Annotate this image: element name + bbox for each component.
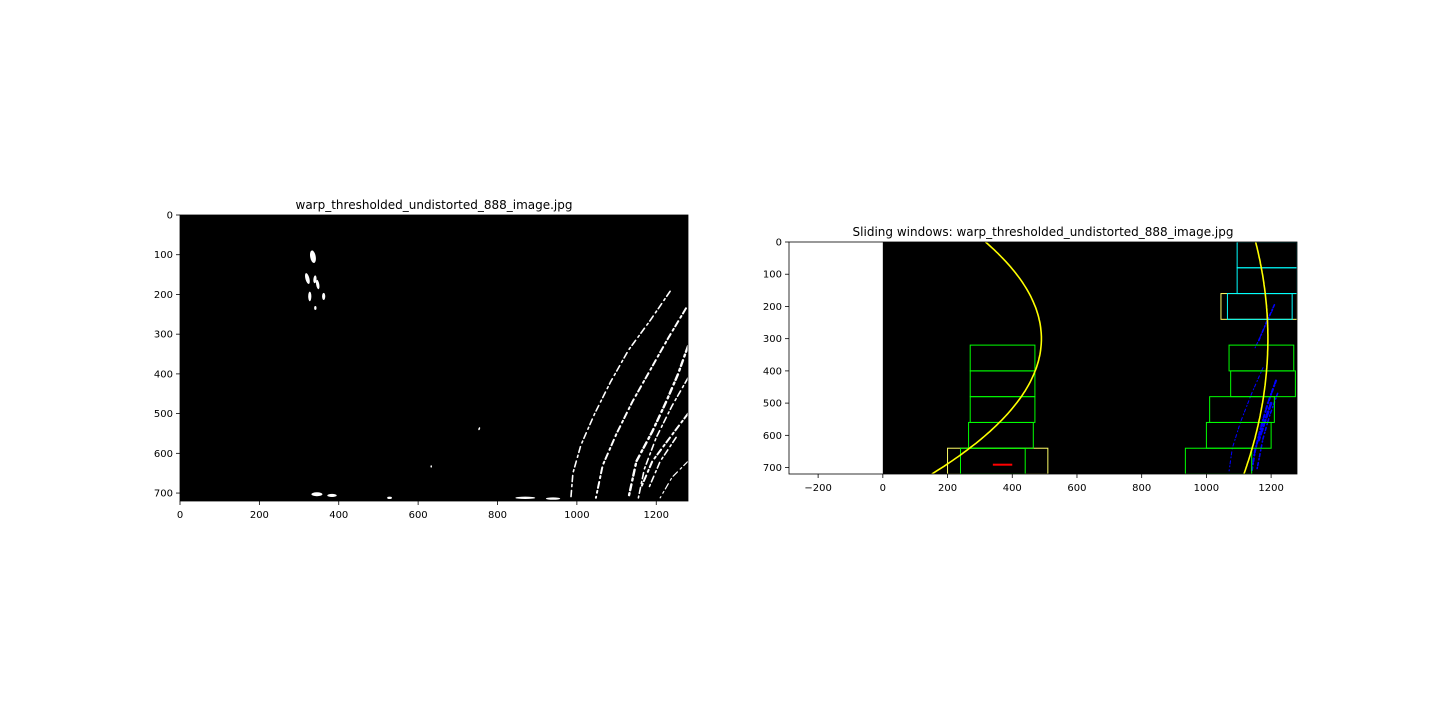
axes-frame [788, 241, 1298, 475]
lane-pixel-run [1254, 309, 1274, 349]
pixel-blob [304, 273, 310, 284]
axes-title: warp_thresholded_undistorted_888_image.j… [296, 198, 573, 212]
y-tick-label: 700 [763, 463, 782, 474]
y-tick-label: 300 [763, 334, 782, 345]
label-mark [992, 463, 1013, 466]
x-tick-label: 1000 [564, 510, 589, 521]
y-tick-label: 100 [763, 270, 782, 281]
x-tick-label: 1200 [644, 510, 669, 521]
x-tick-label: 1000 [1194, 483, 1219, 494]
lane-stroke [627, 344, 688, 499]
y-tick-label: 200 [154, 290, 173, 301]
lane-stroke [594, 307, 687, 499]
x-tick-label: 400 [329, 510, 348, 521]
right-lane-fit [1243, 242, 1269, 474]
thresholded-lane-strokes [570, 290, 688, 499]
y-tick-label: 100 [154, 250, 173, 261]
sliding-windows [947, 242, 1297, 474]
left-window [969, 344, 1036, 372]
x-tick-label: 600 [1067, 483, 1086, 494]
y-tick-label: 400 [763, 366, 782, 377]
y-tick-label: 400 [154, 369, 173, 380]
pixel-blob [310, 250, 316, 263]
thresholded-pixel-blobs [304, 250, 561, 500]
x-tick-label: 200 [938, 483, 957, 494]
lane-stroke [570, 290, 671, 499]
x-axis-ticks: −200 0 200 400 600 800 1000 1200 [804, 474, 1284, 494]
x-tick-label: 1200 [1258, 483, 1283, 494]
pixel-blob [327, 493, 337, 498]
y-tick-label: 500 [763, 399, 782, 410]
right-window [1236, 242, 1297, 269]
lane-pixel-run [1250, 379, 1278, 473]
y-tick-label: 600 [763, 431, 782, 442]
pixel-blob [515, 496, 536, 500]
lane-stroke [639, 412, 688, 491]
x-tick-label: 600 [409, 510, 428, 521]
axes-sliding-windows: Sliding windows: warp_thresholded_undist… [763, 225, 1298, 494]
x-tick-label: 0 [880, 483, 886, 494]
y-tick-label: 500 [154, 409, 173, 420]
x-tick-label: 200 [250, 510, 269, 521]
right-window [1228, 344, 1295, 372]
lane-stroke [647, 436, 677, 490]
pixel-blob [545, 497, 561, 500]
pixel-blob [478, 427, 481, 431]
polynomial-fits [931, 242, 1269, 474]
pixel-blob [314, 305, 317, 310]
y-tick-label: 600 [154, 449, 173, 460]
x-axis-ticks: 0 200 400 600 800 1000 1200 [177, 501, 669, 521]
pixel-blob [387, 496, 392, 500]
y-tick-label: 300 [154, 330, 173, 341]
axes-frame [179, 214, 689, 502]
y-axis-ticks: 0 100 200 300 400 500 600 700 [154, 211, 180, 500]
y-tick-label: 0 [167, 211, 173, 222]
left-lane-fit [931, 242, 1043, 474]
x-tick-label: 800 [1132, 483, 1151, 494]
pixel-blob [308, 291, 312, 302]
pixel-blob [311, 492, 323, 497]
pixel-blob [430, 465, 433, 468]
pixel-blob [313, 275, 317, 284]
y-tick-label: 200 [763, 302, 782, 313]
axes-title: Sliding windows: warp_thresholded_undist… [853, 225, 1234, 239]
image-area [882, 242, 1297, 474]
axes-warp-thresholded: warp_thresholded_undistorted_888_image.j… [154, 198, 689, 521]
lane-stroke [637, 377, 688, 499]
y-tick-label: 0 [776, 238, 782, 249]
image-area [180, 215, 688, 501]
pixel-blob [315, 279, 320, 290]
x-tick-label: 0 [177, 510, 183, 521]
pixel-blob [322, 292, 326, 301]
y-tick-label: 700 [154, 489, 173, 500]
y-axis-ticks: 0 100 200 300 400 500 600 700 [763, 238, 789, 474]
x-tick-label: 400 [1003, 483, 1022, 494]
x-tick-label: 800 [488, 510, 507, 521]
lane-pixel-run [1255, 392, 1279, 473]
x-tick-label: −200 [804, 483, 831, 494]
